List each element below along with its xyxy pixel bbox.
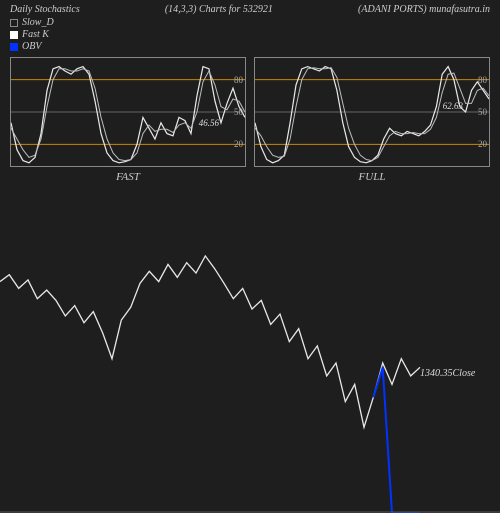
legend-fast-k-label: Fast K xyxy=(22,29,49,41)
price-chart: 1340.35Close xyxy=(0,213,500,513)
legend-obv: OBV xyxy=(10,41,490,53)
title-center: (14,3,3) Charts for 532921 xyxy=(165,4,273,15)
legend-slow-d: Slow_D xyxy=(10,17,490,29)
stoch-tick: 20 xyxy=(478,139,487,149)
legend-obv-label: OBV xyxy=(22,41,41,53)
full-label: FULL xyxy=(254,171,490,183)
stoch-tick: 50 xyxy=(478,107,487,117)
stochastic-fast-panel: 20 50 80 46.56 xyxy=(10,57,246,167)
legend: Slow_D Fast K OBV xyxy=(0,17,500,57)
stoch-tick: 80 xyxy=(234,75,243,85)
title-right: (ADANI PORTS) munafasutra.in xyxy=(358,4,490,15)
stoch-value-label: 62.63 xyxy=(443,101,463,111)
stoch-tick: 80 xyxy=(478,75,487,85)
stoch-tick: 20 xyxy=(234,139,243,149)
legend-fast-k: Fast K xyxy=(10,29,490,41)
swatch-white-icon xyxy=(10,31,18,39)
stochastic-full-panel: 20 50 80 62.63 xyxy=(254,57,490,167)
legend-slow-d-label: Slow_D xyxy=(22,17,54,29)
close-price-label: 1340.35Close xyxy=(420,368,475,379)
swatch-blue-icon xyxy=(10,43,18,51)
swatch-empty-icon xyxy=(10,19,18,27)
fast-label: FAST xyxy=(10,171,246,183)
stoch-value-label: 46.56 xyxy=(199,118,219,128)
title-left: Daily Stochastics xyxy=(10,4,80,15)
stoch-tick: 50 xyxy=(234,107,243,117)
